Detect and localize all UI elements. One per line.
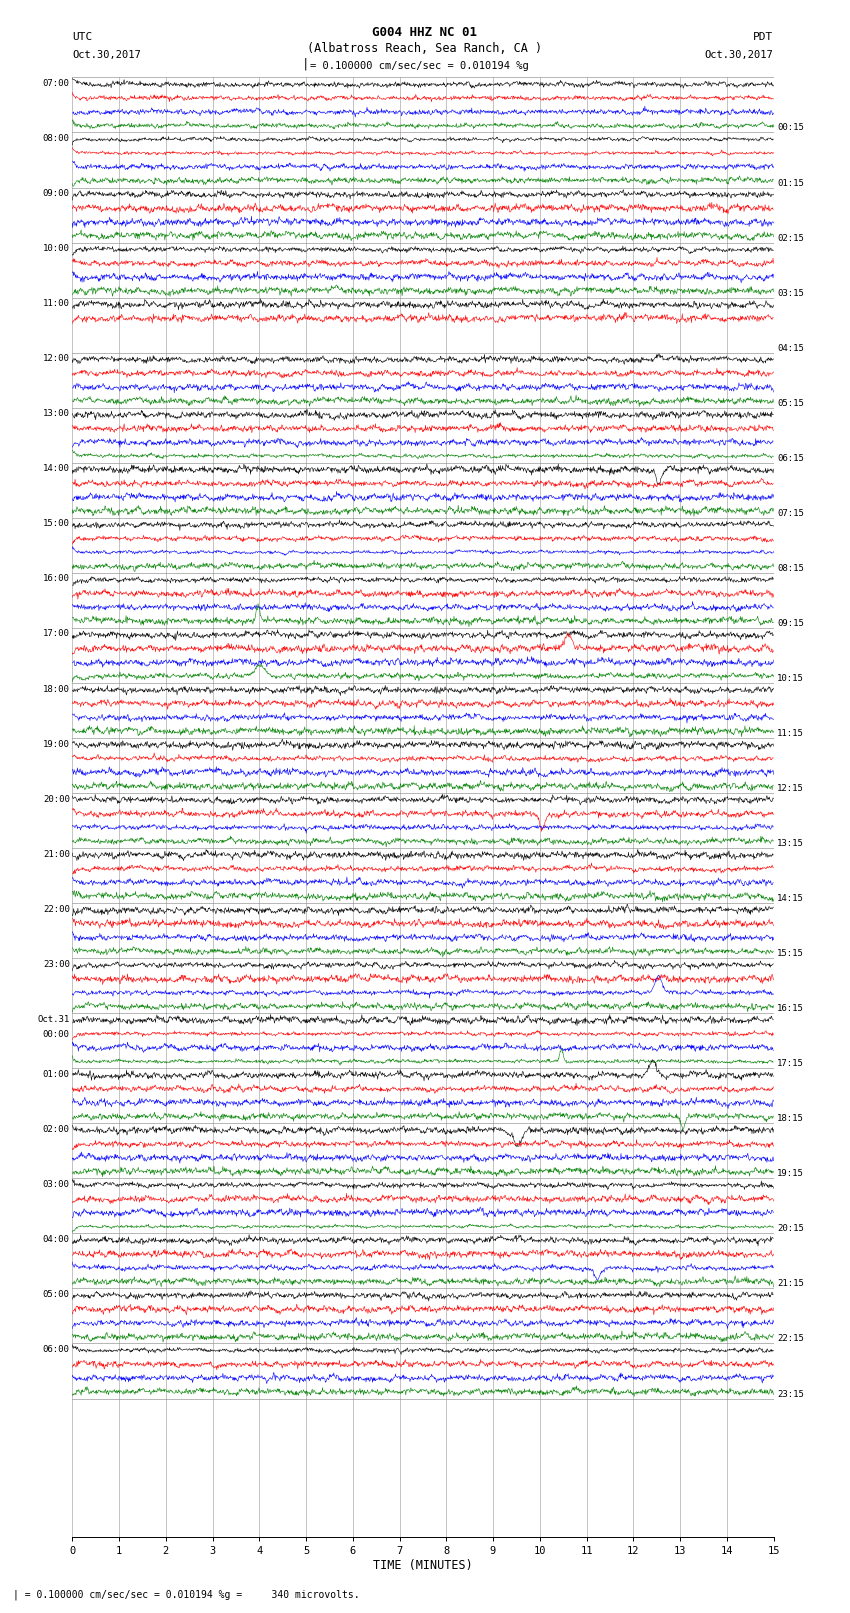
Text: Oct.31: Oct.31 bbox=[37, 1015, 70, 1024]
Text: 18:00: 18:00 bbox=[42, 684, 70, 694]
Text: 07:15: 07:15 bbox=[777, 508, 804, 518]
Text: PDT: PDT bbox=[753, 32, 774, 42]
Text: 10:15: 10:15 bbox=[777, 674, 804, 682]
Text: = 0.100000 cm/sec/sec = 0.010194 %g: = 0.100000 cm/sec/sec = 0.010194 %g bbox=[310, 61, 529, 71]
Text: 21:15: 21:15 bbox=[777, 1279, 804, 1289]
Text: 21:00: 21:00 bbox=[42, 850, 70, 858]
Text: UTC: UTC bbox=[72, 32, 93, 42]
Text: 08:15: 08:15 bbox=[777, 565, 804, 573]
Text: 23:15: 23:15 bbox=[777, 1389, 804, 1398]
Text: 09:15: 09:15 bbox=[777, 619, 804, 627]
Text: 17:00: 17:00 bbox=[42, 629, 70, 639]
Text: 02:15: 02:15 bbox=[777, 234, 804, 242]
Text: 04:00: 04:00 bbox=[42, 1236, 70, 1244]
Text: (Albatross Reach, Sea Ranch, CA ): (Albatross Reach, Sea Ranch, CA ) bbox=[308, 42, 542, 55]
Text: 10:00: 10:00 bbox=[42, 244, 70, 253]
Text: 19:15: 19:15 bbox=[777, 1169, 804, 1179]
Text: 06:00: 06:00 bbox=[42, 1345, 70, 1353]
Text: 13:00: 13:00 bbox=[42, 410, 70, 418]
Text: 05:00: 05:00 bbox=[42, 1290, 70, 1298]
Text: 15:00: 15:00 bbox=[42, 519, 70, 529]
Text: 18:15: 18:15 bbox=[777, 1115, 804, 1123]
Text: 12:15: 12:15 bbox=[777, 784, 804, 794]
Text: 03:00: 03:00 bbox=[42, 1181, 70, 1189]
Text: 09:00: 09:00 bbox=[42, 189, 70, 198]
Text: 20:00: 20:00 bbox=[42, 795, 70, 803]
Text: 22:00: 22:00 bbox=[42, 905, 70, 913]
Text: 19:00: 19:00 bbox=[42, 740, 70, 748]
Text: 23:00: 23:00 bbox=[42, 960, 70, 969]
Text: 00:00: 00:00 bbox=[42, 1031, 70, 1039]
X-axis label: TIME (MINUTES): TIME (MINUTES) bbox=[373, 1560, 473, 1573]
Text: 17:15: 17:15 bbox=[777, 1060, 804, 1068]
Text: 15:15: 15:15 bbox=[777, 948, 804, 958]
Text: 01:00: 01:00 bbox=[42, 1069, 70, 1079]
Text: 02:00: 02:00 bbox=[42, 1124, 70, 1134]
Text: 00:15: 00:15 bbox=[777, 124, 804, 132]
Text: 03:15: 03:15 bbox=[777, 289, 804, 298]
Text: 20:15: 20:15 bbox=[777, 1224, 804, 1234]
Text: 01:15: 01:15 bbox=[777, 179, 804, 187]
Text: 22:15: 22:15 bbox=[777, 1334, 804, 1344]
Text: G004 HHZ NC 01: G004 HHZ NC 01 bbox=[372, 26, 478, 39]
Text: Oct.30,2017: Oct.30,2017 bbox=[705, 50, 774, 60]
Text: 07:00: 07:00 bbox=[42, 79, 70, 89]
Text: 14:15: 14:15 bbox=[777, 894, 804, 903]
Text: |: | bbox=[302, 58, 309, 71]
Text: 11:00: 11:00 bbox=[42, 300, 70, 308]
Text: 11:15: 11:15 bbox=[777, 729, 804, 739]
Text: | = 0.100000 cm/sec/sec = 0.010194 %g =     340 microvolts.: | = 0.100000 cm/sec/sec = 0.010194 %g = … bbox=[13, 1589, 360, 1600]
Text: 12:00: 12:00 bbox=[42, 355, 70, 363]
Text: Oct.30,2017: Oct.30,2017 bbox=[72, 50, 141, 60]
Text: 05:15: 05:15 bbox=[777, 398, 804, 408]
Text: 14:00: 14:00 bbox=[42, 465, 70, 473]
Text: 04:15: 04:15 bbox=[777, 344, 804, 353]
Text: 06:15: 06:15 bbox=[777, 453, 804, 463]
Text: 13:15: 13:15 bbox=[777, 839, 804, 848]
Text: 08:00: 08:00 bbox=[42, 134, 70, 144]
Text: 16:00: 16:00 bbox=[42, 574, 70, 584]
Text: 16:15: 16:15 bbox=[777, 1005, 804, 1013]
